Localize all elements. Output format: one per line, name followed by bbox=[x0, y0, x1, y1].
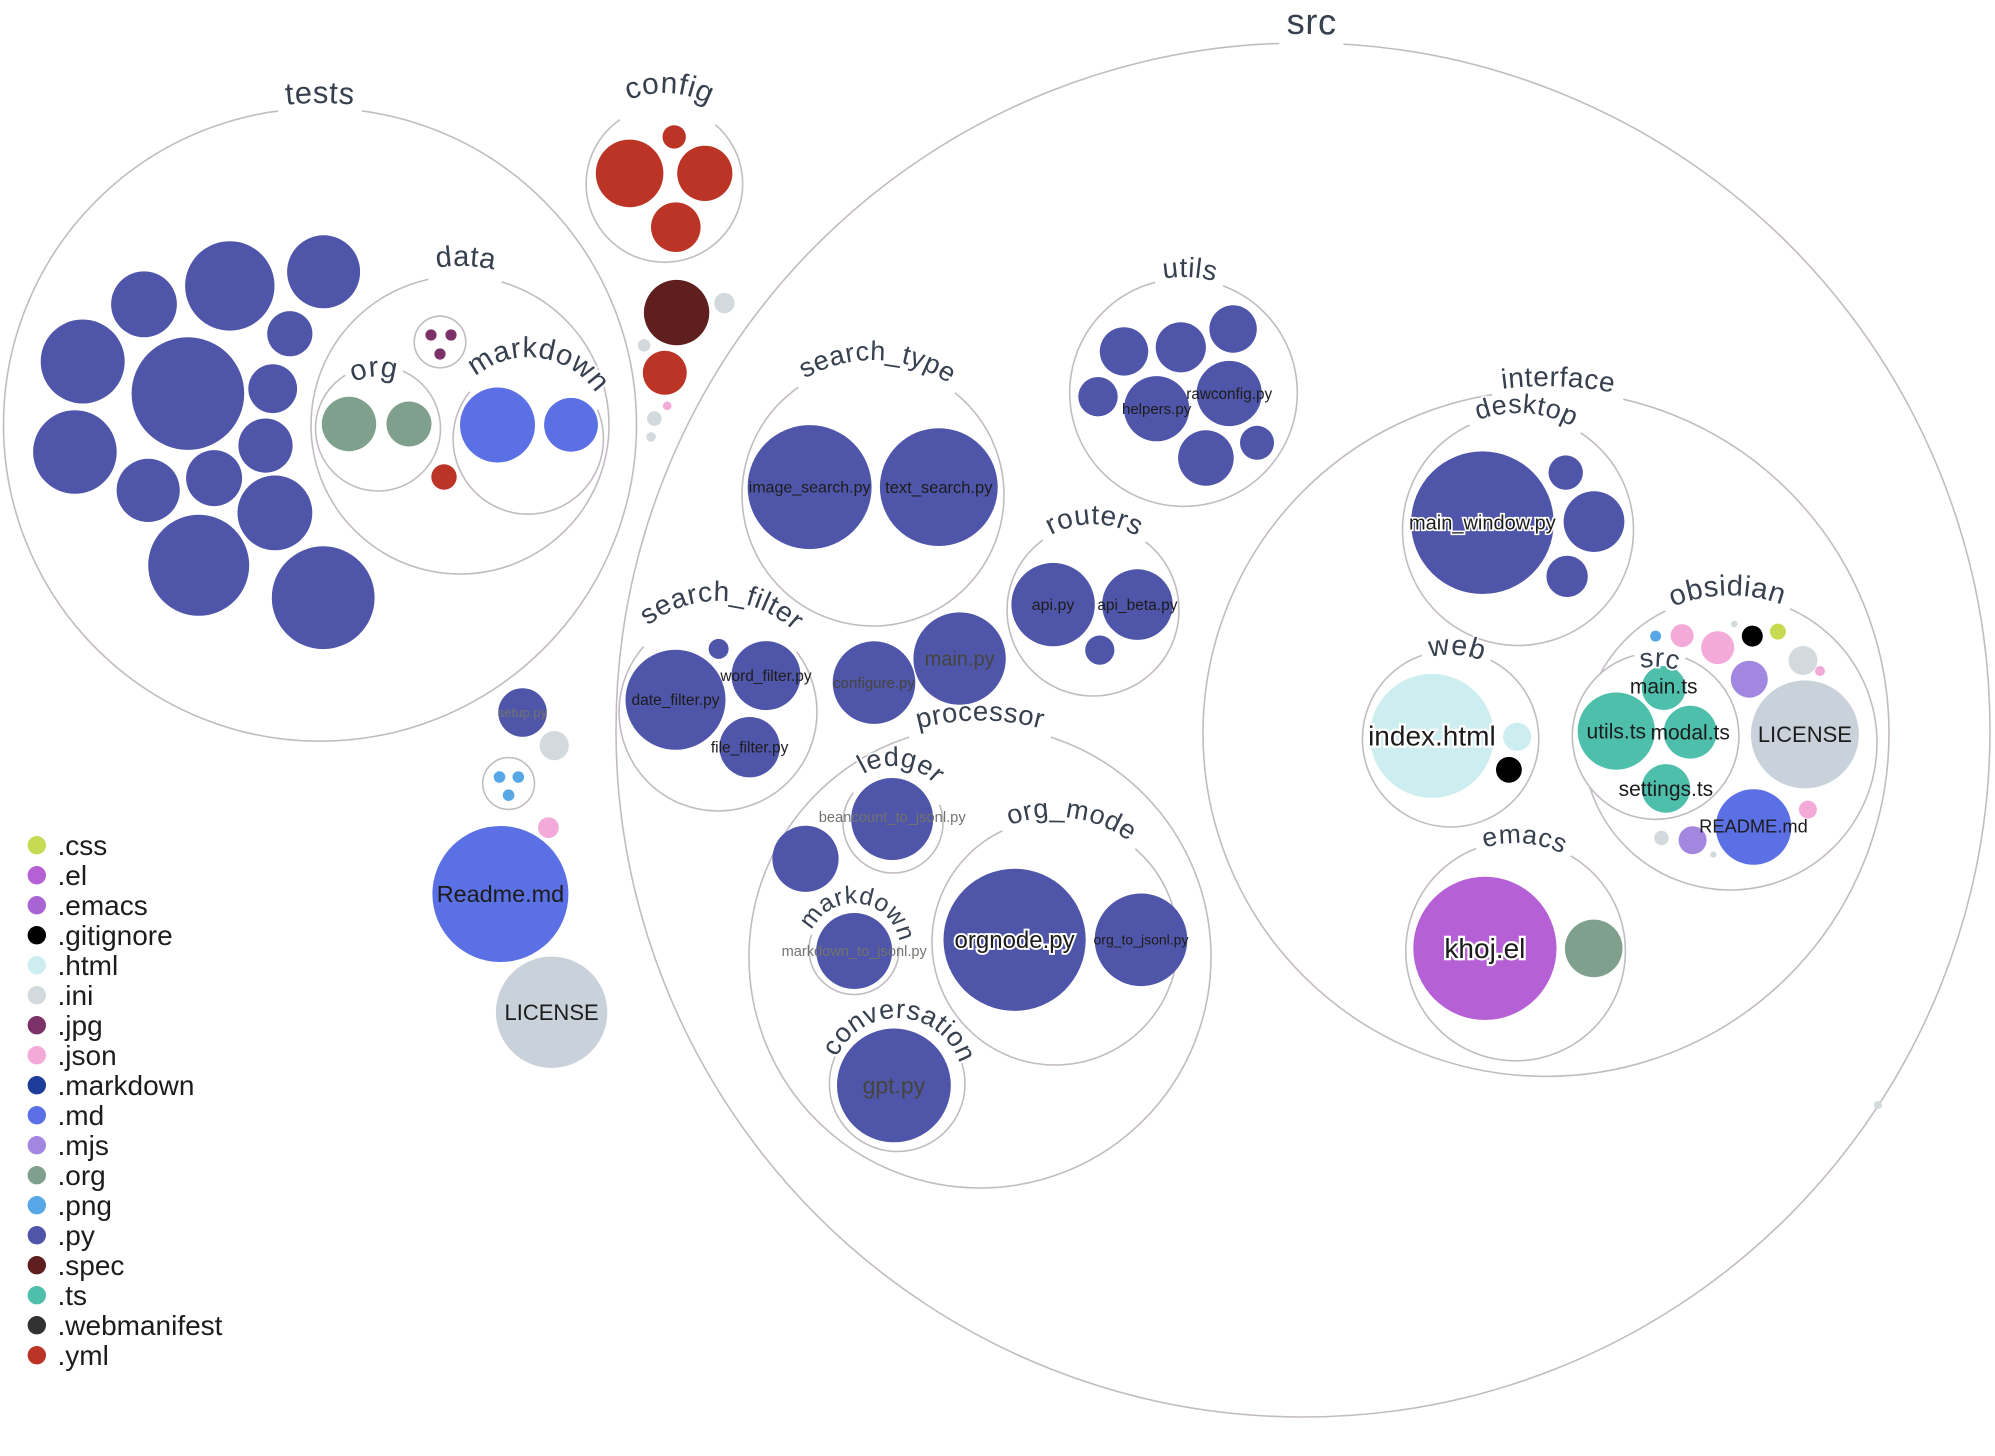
svg-text:.emacs: .emacs bbox=[58, 890, 148, 921]
svg-text:.jpg: .jpg bbox=[58, 1010, 103, 1041]
svg-text:data: data bbox=[434, 241, 499, 277]
svg-text:setup.py: setup.py bbox=[498, 705, 548, 720]
svg-text:index.html: index.html bbox=[1368, 721, 1496, 752]
svg-text:.css: .css bbox=[58, 830, 108, 861]
svg-text:.markdown: .markdown bbox=[58, 1070, 195, 1101]
svg-text:.mjs: .mjs bbox=[58, 1130, 109, 1161]
svg-text:.spec: .spec bbox=[58, 1250, 125, 1281]
svg-text:main.ts: main.ts bbox=[1630, 676, 1698, 699]
svg-text:src: src bbox=[1638, 643, 1683, 676]
svg-text:LICENSE: LICENSE bbox=[1758, 722, 1852, 747]
svg-text:helpers.py: helpers.py bbox=[1122, 401, 1192, 418]
svg-text:LICENSE: LICENSE bbox=[505, 1000, 599, 1025]
svg-text:orgnode.py: orgnode.py bbox=[955, 927, 1075, 954]
svg-text:.yml: .yml bbox=[58, 1340, 109, 1371]
svg-text:api.py: api.py bbox=[1032, 597, 1075, 614]
svg-text:markdown_to_jsonl.py: markdown_to_jsonl.py bbox=[782, 944, 928, 960]
svg-text:.gitignore: .gitignore bbox=[58, 920, 173, 951]
svg-text:settings.ts: settings.ts bbox=[1619, 778, 1714, 801]
svg-text:main.py: main.py bbox=[925, 649, 995, 671]
svg-text:image_search.py: image_search.py bbox=[749, 480, 871, 497]
svg-text:.png: .png bbox=[58, 1190, 113, 1221]
svg-text:api_beta.py: api_beta.py bbox=[1097, 597, 1177, 614]
svg-text:utils.ts: utils.ts bbox=[1587, 720, 1647, 743]
svg-text:.py: .py bbox=[58, 1220, 95, 1251]
svg-text:text_search.py: text_search.py bbox=[885, 479, 993, 497]
svg-text:.md: .md bbox=[58, 1100, 105, 1131]
svg-text:khoj.el: khoj.el bbox=[1444, 933, 1525, 964]
svg-text:configure.py: configure.py bbox=[833, 675, 915, 692]
svg-text:utils: utils bbox=[1161, 252, 1221, 287]
svg-text:file_filter.py: file_filter.py bbox=[711, 740, 789, 757]
svg-text:main_window.py: main_window.py bbox=[1409, 513, 1556, 535]
svg-text:word_filter.py: word_filter.py bbox=[719, 668, 812, 685]
svg-text:gpt.py: gpt.py bbox=[863, 1072, 926, 1098]
svg-text:.ini: .ini bbox=[58, 980, 94, 1011]
svg-text:date_filter.py: date_filter.py bbox=[632, 692, 720, 709]
svg-text:org_to_jsonl.py: org_to_jsonl.py bbox=[1094, 932, 1189, 948]
svg-text:web: web bbox=[1426, 629, 1490, 667]
svg-text:modal.ts: modal.ts bbox=[1651, 722, 1730, 745]
svg-text:src: src bbox=[1286, 1, 1337, 43]
svg-text:.ts: .ts bbox=[58, 1280, 88, 1311]
svg-text:.el: .el bbox=[58, 860, 88, 891]
svg-text:.html: .html bbox=[58, 950, 119, 981]
svg-text:rawconfig.py: rawconfig.py bbox=[1186, 386, 1272, 403]
svg-text:README.md: README.md bbox=[1699, 815, 1808, 836]
svg-text:.json: .json bbox=[58, 1040, 117, 1071]
svg-text:.org: .org bbox=[58, 1160, 106, 1191]
svg-text:beancount_to_jsonl.py: beancount_to_jsonl.py bbox=[819, 810, 967, 826]
svg-text:.webmanifest: .webmanifest bbox=[58, 1310, 223, 1341]
svg-text:Readme.md: Readme.md bbox=[437, 881, 564, 907]
